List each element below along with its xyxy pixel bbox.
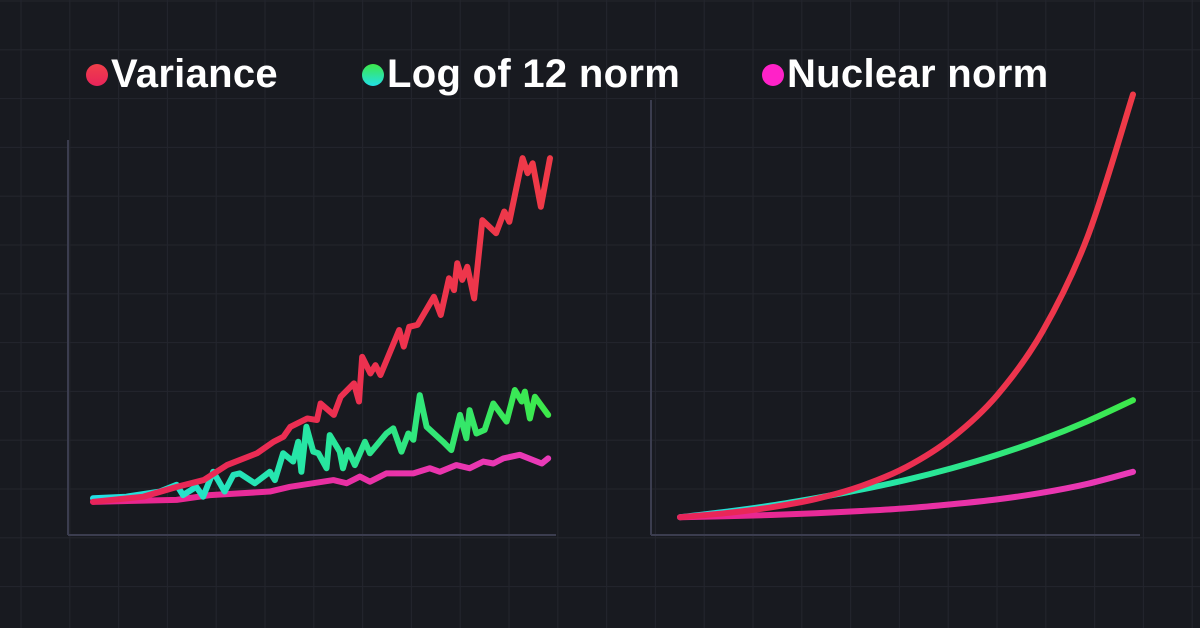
right-series-variance (677, 91, 1136, 521)
legend-label-nuclear: Nuclear norm (787, 52, 1049, 96)
legend-label-log-l2: Log of 12 norm (387, 52, 681, 96)
log-l2-dot-icon (362, 63, 384, 86)
variance-dot-icon (86, 63, 108, 86)
legend-item-log-l2: Log of 12 norm (362, 52, 680, 97)
left-series-variance (90, 155, 553, 505)
right-chart (650, 91, 1140, 536)
nuclear-dot-icon (762, 63, 784, 86)
legend-label-variance: Variance (111, 52, 278, 96)
left-series-nuclear (90, 451, 552, 505)
legend: Variance Log of 12 norm Nuclear norm (0, 52, 1200, 102)
left-chart (67, 140, 556, 536)
legend-item-nuclear: Nuclear norm (762, 52, 1048, 97)
right-series-nuclear (677, 468, 1136, 521)
left-series-log-l2 (90, 387, 552, 502)
legend-item-variance: Variance (86, 52, 278, 97)
